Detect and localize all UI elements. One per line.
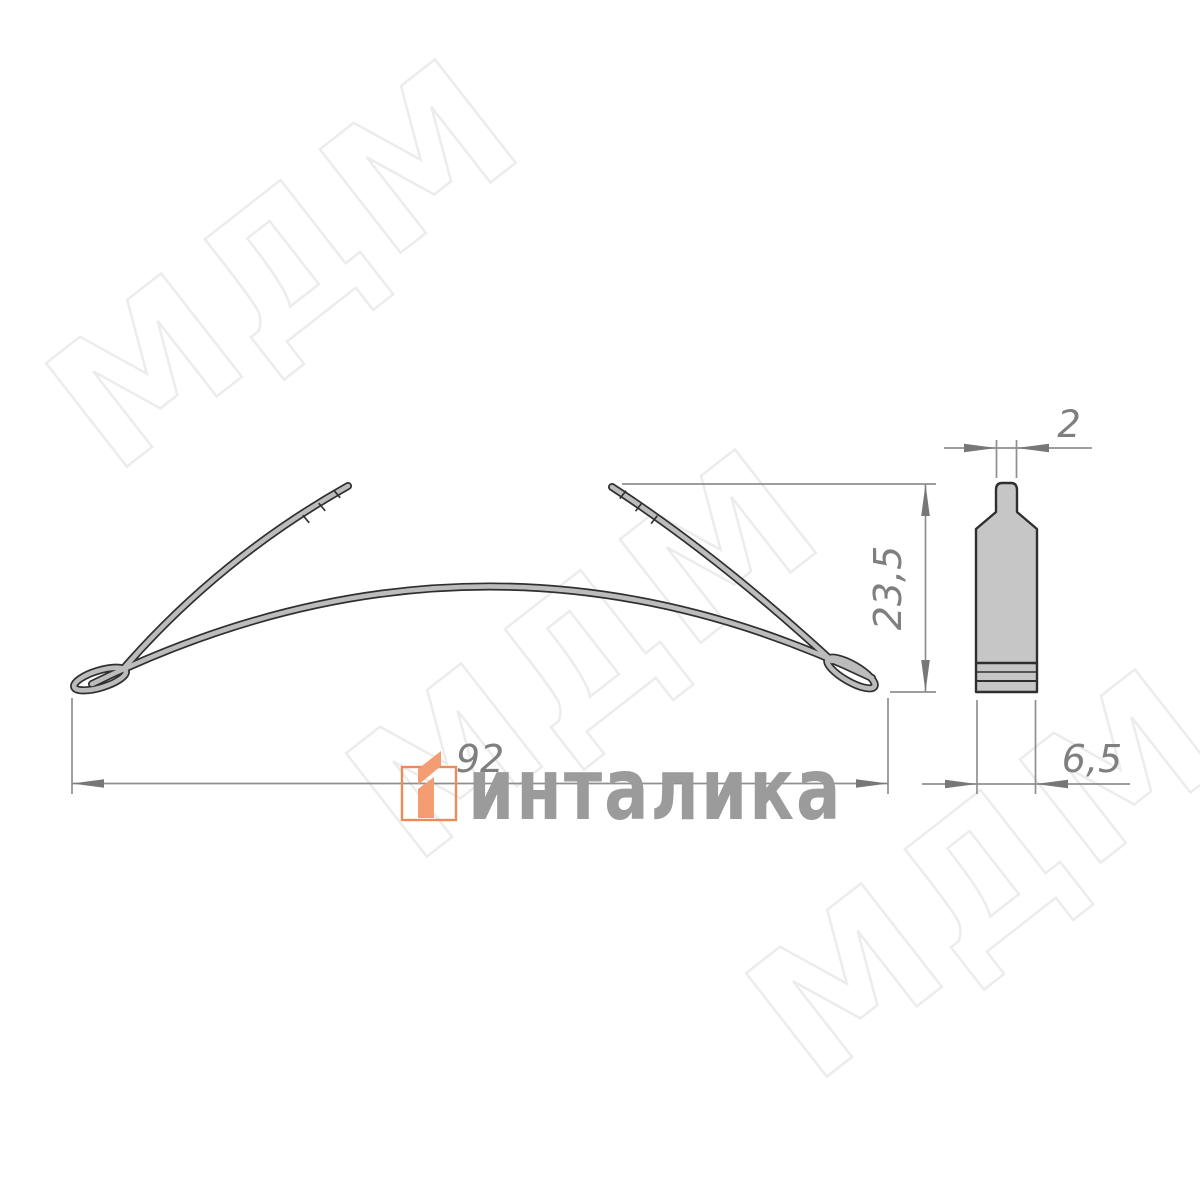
- side-profile: [974, 481, 1039, 694]
- arrow: [921, 484, 930, 516]
- logo-flag: [418, 751, 441, 785]
- dim-label-23-5: 23,5: [866, 546, 910, 631]
- logo-bar: [418, 777, 434, 818]
- spring-right-loop: [824, 655, 878, 691]
- arrow: [921, 660, 930, 692]
- side-view: [974, 481, 1039, 694]
- arrow: [1016, 443, 1049, 453]
- spring-right-arm: [609, 484, 835, 664]
- spring-left-arm-outline: [120, 482, 352, 672]
- arm-segment-ticks: [302, 489, 658, 525]
- dim-label-92: 92: [456, 737, 504, 781]
- front-view: [70, 482, 879, 695]
- dimension-arrows: [72, 443, 1068, 789]
- arrow: [856, 779, 888, 788]
- spring-right-arm-outline: [608, 483, 836, 665]
- spring-left-arm: [121, 483, 351, 671]
- dim-label-6-5: 6,5: [1062, 737, 1122, 781]
- arrow: [964, 443, 997, 453]
- spring-left-loop: [71, 665, 129, 693]
- arrow: [945, 779, 977, 789]
- arrow: [72, 779, 104, 788]
- intalika-logo-icon: [400, 751, 458, 822]
- dim-label-2: 2: [1057, 403, 1081, 446]
- dimension-labels: 92 23,5 2 6,5: [456, 403, 1122, 781]
- arrow: [1035, 779, 1068, 789]
- brand-text: инталика: [468, 739, 843, 840]
- spring-arc: [89, 584, 875, 687]
